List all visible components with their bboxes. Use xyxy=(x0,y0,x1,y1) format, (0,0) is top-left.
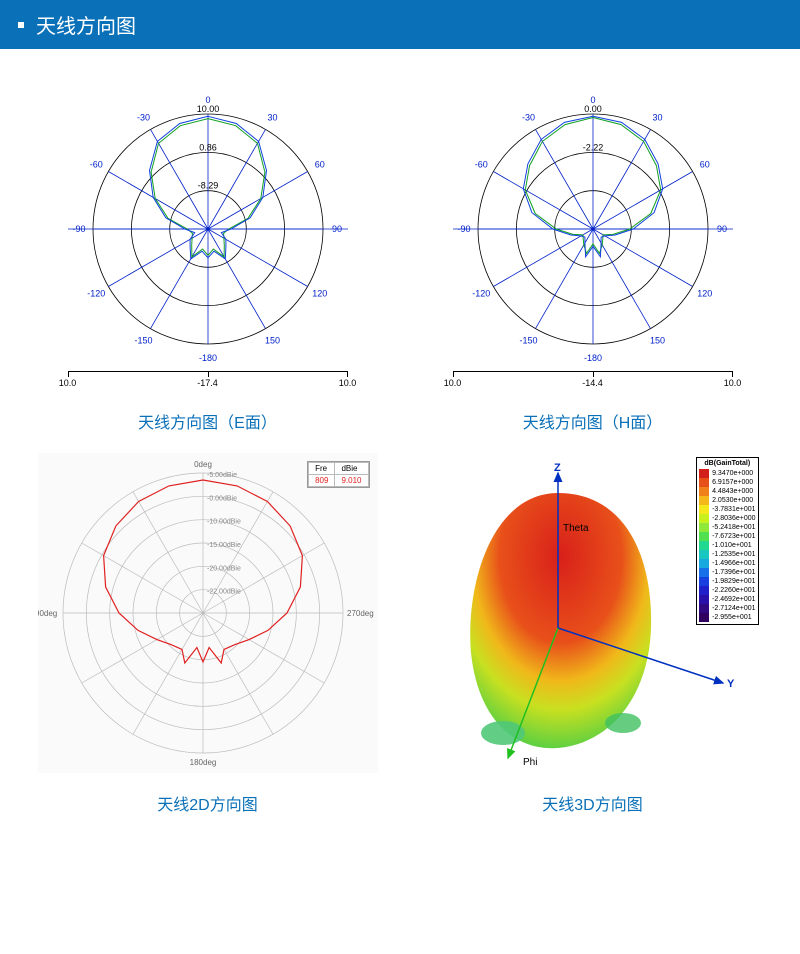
svg-text:90deg: 90deg xyxy=(38,609,57,618)
svg-text:-15.00dBie: -15.00dBie xyxy=(207,542,241,549)
plot-3d-chart: Z Y Phi Theta dB(GainTotal)9.3470e+0006.915… xyxy=(423,453,763,773)
svg-text:-150: -150 xyxy=(519,336,537,346)
svg-text:150: 150 xyxy=(264,336,279,346)
svg-text:30: 30 xyxy=(652,112,662,122)
svg-text:-180: -180 xyxy=(198,353,216,363)
plot-3d-caption: 天线3D方向图 xyxy=(542,791,642,815)
svg-text:Y: Y xyxy=(727,678,735,690)
polar-e-cell: -180-150-120-90-60-30030609012015010.000… xyxy=(30,89,385,433)
svg-text:-0.00dBie: -0.00dBie xyxy=(207,495,237,502)
svg-text:-150: -150 xyxy=(134,336,152,346)
svg-text:-30: -30 xyxy=(136,112,149,122)
header-title: 天线方向图 xyxy=(36,10,136,39)
svg-text:-5.00dBie: -5.00dBie xyxy=(207,472,237,479)
plot-3d-cell: Z Y Phi Theta dB(GainTotal)9.3470e+0006.915… xyxy=(415,453,770,815)
bullet-icon xyxy=(18,22,24,28)
svg-text:30: 30 xyxy=(267,112,277,122)
svg-text:120: 120 xyxy=(697,289,712,299)
svg-text:Phi: Phi xyxy=(523,757,537,768)
polar-2d-chart: -5.00dBie -0.00dBie -10.00dBie -15.00dBie -2… xyxy=(38,453,378,773)
svg-text:60: 60 xyxy=(314,160,324,170)
svg-text:Z: Z xyxy=(554,462,561,474)
svg-text:Theta: Theta xyxy=(563,523,589,534)
svg-text:120: 120 xyxy=(312,289,327,299)
svg-text:-10.00dBie: -10.00dBie xyxy=(207,519,241,526)
svg-text:60: 60 xyxy=(699,160,709,170)
svg-text:-60: -60 xyxy=(474,160,487,170)
chart-grid: -180-150-120-90-60-30030609012015010.000… xyxy=(0,49,800,845)
svg-text:-180: -180 xyxy=(583,353,601,363)
polar-2d-cell: -5.00dBie -0.00dBie -10.00dBie -15.00dBie -2… xyxy=(30,453,385,815)
section-header: 天线方向图 xyxy=(0,0,800,49)
svg-text:0.86: 0.86 xyxy=(199,142,217,152)
svg-text:-22.00dBie: -22.00dBie xyxy=(207,589,241,596)
svg-text:-2.22: -2.22 xyxy=(582,142,603,152)
svg-text:-120: -120 xyxy=(87,289,105,299)
svg-text:-30: -30 xyxy=(521,112,534,122)
svg-text:270deg: 270deg xyxy=(347,609,374,618)
polar-e-xaxis: 10.0 -17.4 10.0 xyxy=(68,371,348,391)
plot-3d-legend: dB(GainTotal)9.3470e+0006.9157e+0004.484… xyxy=(696,457,758,625)
svg-text:0.00: 0.00 xyxy=(584,104,602,114)
svg-text:150: 150 xyxy=(649,336,664,346)
svg-text:10.00: 10.00 xyxy=(196,104,219,114)
svg-text:-60: -60 xyxy=(89,160,102,170)
svg-text:-120: -120 xyxy=(472,289,490,299)
polar-2d-legend: FredBie 8099.010 xyxy=(307,461,369,488)
polar-h-xaxis: 10.0 -14.4 10.0 xyxy=(453,371,733,391)
polar-h-caption: 天线方向图（H面） xyxy=(523,409,663,433)
polar-h-chart: -180-150-120-90-60-3003060901201500.00-2… xyxy=(433,89,753,369)
svg-text:-8.29: -8.29 xyxy=(197,181,218,191)
polar-h-cell: -180-150-120-90-60-3003060901201500.00-2… xyxy=(415,89,770,433)
polar-e-chart: -180-150-120-90-60-30030609012015010.000… xyxy=(48,89,368,369)
svg-text:180deg: 180deg xyxy=(189,758,216,767)
polar-2d-caption: 天线2D方向图 xyxy=(157,791,257,815)
svg-text:-20.00dBie: -20.00dBie xyxy=(207,565,241,572)
polar-e-caption: 天线方向图（E面） xyxy=(138,409,277,433)
svg-text:0deg: 0deg xyxy=(194,460,212,469)
